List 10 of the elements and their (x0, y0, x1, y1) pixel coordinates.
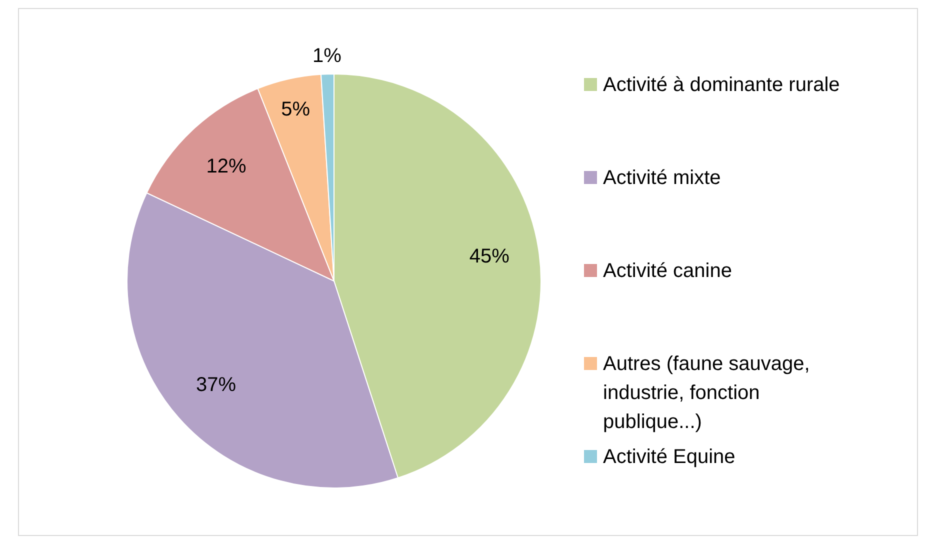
legend-label: Activité canine (603, 259, 732, 284)
legend-label: Activité à dominante rurale (603, 73, 840, 98)
data-label: 45% (469, 245, 510, 268)
legend-label: Autres (faune sauvage, industrie, fonction publique...) (603, 352, 811, 435)
legend-label: Activité Equine (603, 445, 736, 470)
data-label: 1% (312, 45, 342, 68)
data-label: 12% (206, 155, 247, 178)
data-label: 37% (196, 374, 236, 396)
legend-label: Activité mixte (603, 166, 721, 191)
data-label: 5% (281, 98, 310, 120)
